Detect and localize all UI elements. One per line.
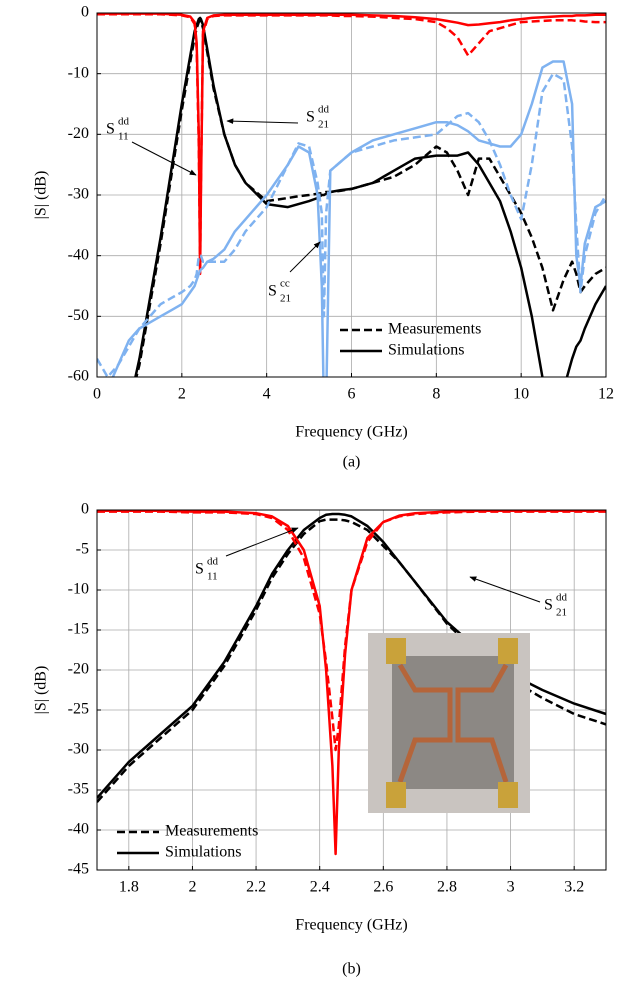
y-axis-label: |S| (dB) xyxy=(33,171,50,220)
y-tick-label: -25 xyxy=(68,701,89,718)
y-tick-label: -45 xyxy=(68,861,89,878)
y-axis-label: |S| (dB) xyxy=(33,666,50,715)
annotation-sup: dd xyxy=(556,592,568,604)
x-tick-label: 3.2 xyxy=(564,879,584,896)
x-tick-label: 2.8 xyxy=(437,879,457,896)
series-line xyxy=(97,510,606,752)
x-tick-label: 3 xyxy=(507,879,515,896)
y-tick-label: -35 xyxy=(68,781,89,798)
annotation-arrow xyxy=(289,241,321,273)
y-tick-label: -40 xyxy=(68,246,89,263)
y-tick-label: -10 xyxy=(68,64,89,81)
y-tick-label: -60 xyxy=(68,368,89,385)
y-tick-label: 0 xyxy=(81,4,89,21)
y-tick-label: -10 xyxy=(68,581,89,598)
annotation-sup: cc xyxy=(280,278,290,290)
x-tick-label: 12 xyxy=(598,386,614,403)
annotation-arrow xyxy=(469,576,541,603)
x-tick-label: 2.6 xyxy=(373,879,393,896)
x-tick-label: 4 xyxy=(263,386,271,403)
x-tick-label: 1.8 xyxy=(119,879,139,896)
x-axis-label: Frequency (GHz) xyxy=(295,424,407,441)
caption: (a) xyxy=(343,454,361,471)
annotation-base: S xyxy=(268,283,277,300)
series-line xyxy=(135,19,606,377)
y-tick-label: -20 xyxy=(68,125,89,142)
annotation-arrow xyxy=(131,141,197,176)
y-tick-label: -5 xyxy=(76,541,89,558)
x-tick-label: 6 xyxy=(348,386,356,403)
x-tick-label: 0 xyxy=(93,386,101,403)
x-tick-label: 2.2 xyxy=(246,879,266,896)
legend-label: Simulations xyxy=(388,342,464,359)
annotation-base: S xyxy=(106,121,115,138)
legend-label: Measurements xyxy=(388,321,481,338)
plot-frame xyxy=(96,509,607,871)
series-line xyxy=(97,72,606,377)
annotation-sub: 11 xyxy=(207,571,218,583)
y-tick-label: -30 xyxy=(68,741,89,758)
annotation-base: S xyxy=(306,109,315,126)
plot-frame xyxy=(96,12,607,378)
chart: 0 2 4 6 8 10 12 0 -10 -20 -30 -40 -50 -60 Frequency (G… xyxy=(33,4,614,471)
y-tick-label: 0 xyxy=(81,501,89,518)
annotation-base: S xyxy=(544,597,553,614)
legend-label: Simulations xyxy=(165,844,241,861)
annotation-sup: dd xyxy=(318,104,330,116)
legend-label: Measurements xyxy=(165,823,258,840)
annotation-arrow xyxy=(225,527,299,557)
annotation-sup: dd xyxy=(118,116,130,128)
y-tick-label: -40 xyxy=(68,821,89,838)
caption: (b) xyxy=(342,961,361,978)
annotation-sub: 11 xyxy=(118,131,129,143)
board-photo xyxy=(368,633,530,813)
x-tick-label: 2 xyxy=(178,386,186,403)
y-tick-label: -20 xyxy=(68,661,89,678)
y-tick-label: -30 xyxy=(68,186,89,203)
y-tick-label: -15 xyxy=(68,621,89,638)
x-tick-label: 2 xyxy=(188,879,196,896)
x-tick-label: 2.4 xyxy=(310,879,330,896)
series-line xyxy=(97,13,606,270)
x-axis-label: Frequency (GHz) xyxy=(295,917,407,934)
series-line xyxy=(134,16,606,377)
x-tick-label: 10 xyxy=(513,386,529,403)
x-tick-label: 8 xyxy=(432,386,440,403)
y-tick-label: -50 xyxy=(68,307,89,324)
annotation-base: S xyxy=(195,561,204,578)
annotation-arrow xyxy=(226,118,299,124)
annotation-sup: dd xyxy=(207,556,219,568)
series-group xyxy=(97,13,606,377)
annotation-sub: 21 xyxy=(318,119,329,131)
series-line xyxy=(111,60,606,377)
annotation-sub: 21 xyxy=(280,293,291,305)
annotation-sub: 21 xyxy=(556,607,567,619)
